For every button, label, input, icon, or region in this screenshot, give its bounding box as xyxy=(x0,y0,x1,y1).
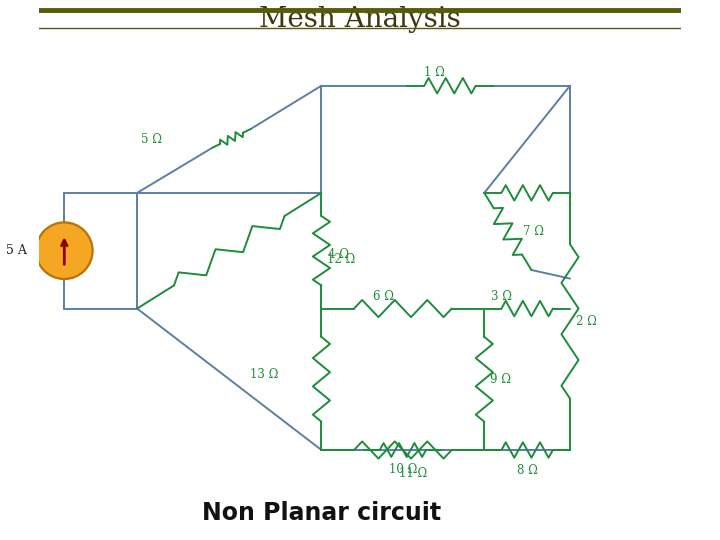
Text: 1 Ω: 1 Ω xyxy=(424,66,445,79)
Text: 4 Ω: 4 Ω xyxy=(328,248,349,261)
Text: 5 A: 5 A xyxy=(6,244,27,257)
Text: 8 Ω: 8 Ω xyxy=(517,464,538,477)
Circle shape xyxy=(36,222,93,279)
Text: 11 Ω: 11 Ω xyxy=(399,467,427,480)
Text: Non Planar circuit: Non Planar circuit xyxy=(202,501,441,524)
Text: 5 Ω: 5 Ω xyxy=(141,133,163,146)
Text: 3 Ω: 3 Ω xyxy=(491,289,512,302)
Text: 2 Ω: 2 Ω xyxy=(576,315,597,328)
Text: 10 Ω: 10 Ω xyxy=(389,463,417,476)
Text: 13 Ω: 13 Ω xyxy=(250,368,279,381)
Text: Mesh Analysis: Mesh Analysis xyxy=(259,6,461,33)
Text: 6 Ω: 6 Ω xyxy=(373,289,394,302)
Text: 12 Ω: 12 Ω xyxy=(327,253,355,266)
Text: 7 Ω: 7 Ω xyxy=(523,225,544,239)
Text: 9 Ω: 9 Ω xyxy=(490,373,511,386)
